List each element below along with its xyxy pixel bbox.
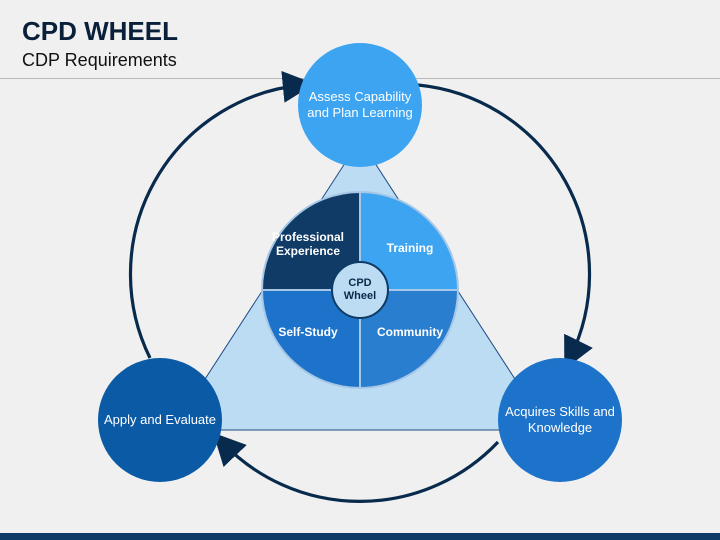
cycle-arrow bbox=[222, 442, 498, 501]
quadrant-label: Professional Experience bbox=[262, 222, 354, 266]
quadrant-label: Community bbox=[370, 312, 450, 352]
outer-node-label: Assess Capability and Plan Learning bbox=[300, 60, 420, 150]
outer-node-label: Apply and Evaluate bbox=[100, 380, 220, 460]
center-hub-label: CPD Wheel bbox=[334, 270, 386, 310]
quadrant-label: Training bbox=[370, 228, 450, 268]
outer-node-label: Acquires Skills and Knowledge bbox=[500, 380, 620, 460]
quadrant-label: Self-Study bbox=[268, 312, 348, 352]
